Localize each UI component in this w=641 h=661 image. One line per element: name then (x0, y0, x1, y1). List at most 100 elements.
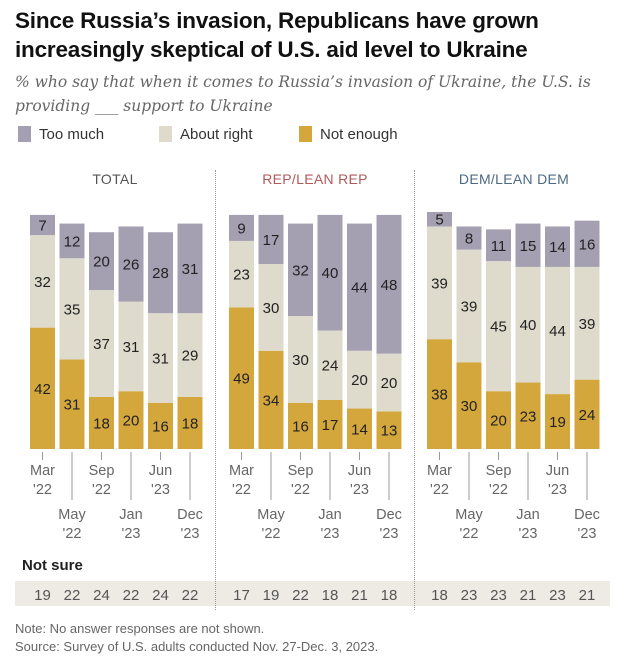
not-sure-value: 18 (322, 587, 339, 604)
x-tick-label-month: May (257, 507, 285, 523)
data-label: 20 (351, 372, 368, 389)
not-sure-label: Not sure (22, 557, 83, 574)
data-label: 30 (292, 352, 309, 369)
data-label: 49 (233, 371, 250, 388)
x-tick-label-month: Dec (574, 507, 600, 523)
data-label: 42 (34, 381, 51, 398)
bar-segment-too-much (59, 223, 85, 259)
x-tick-label-month: Jan (318, 507, 341, 523)
data-label: 11 (491, 238, 507, 255)
data-label: 8 (465, 231, 473, 248)
bar-segment-about-right (148, 313, 173, 403)
data-label: 32 (34, 274, 51, 291)
data-label: 44 (549, 323, 566, 340)
x-tick-label-month: Mar (30, 463, 55, 479)
bar-segment-not-enough (30, 327, 55, 449)
bar-segment-about-right (545, 266, 570, 395)
bar-segment-not-enough (59, 359, 85, 449)
legend-swatch-too-much (18, 126, 31, 142)
x-tick-label-year: '23 (548, 482, 567, 498)
data-label: 24 (322, 358, 339, 375)
bar-segment-about-right (486, 261, 511, 392)
not-sure-value: 18 (381, 587, 398, 604)
data-label: 37 (93, 336, 110, 353)
legend-label: Too much (39, 126, 105, 143)
data-label: 40 (322, 265, 339, 282)
data-label: 5 (435, 212, 443, 229)
not-sure-value: 17 (233, 587, 250, 604)
legend-item-too-much: Too much (18, 126, 104, 143)
bar-segment-not-enough (317, 399, 343, 449)
legend-item-not-enough: Not enough (299, 126, 398, 143)
data-label: 16 (292, 418, 309, 435)
x-tick-label-year: '23 (350, 482, 369, 498)
bar-segment-not-enough (515, 382, 541, 449)
x-tick-label-year: '22 (232, 482, 251, 498)
data-label: 45 (490, 319, 507, 336)
data-label: 12 (64, 233, 81, 250)
bar-segment-about-right (376, 353, 402, 412)
bar-segment-too-much (486, 229, 511, 262)
bar-segment-too-much (317, 214, 343, 331)
x-tick-label-year: '22 (33, 482, 52, 498)
bar-segment-too-much (148, 232, 173, 314)
bar-segment-not-enough (376, 411, 402, 449)
chart-title: Since Russia’s invasion, Republicans hav… (15, 8, 539, 62)
x-tick-label-month: Jan (516, 507, 539, 523)
data-label: 24 (579, 407, 596, 424)
bar-segment-about-right (30, 235, 55, 328)
data-label: 20 (123, 413, 140, 430)
data-label: 44 (351, 280, 368, 297)
not-sure-value: 19 (263, 587, 280, 604)
bar-segment-not-enough (456, 362, 482, 449)
not-sure-value: 23 (490, 587, 507, 604)
x-tick-label-month: Dec (376, 507, 402, 523)
x-tick-label-month: Dec (177, 507, 203, 523)
bar-segment-about-right (515, 266, 541, 383)
panel-title-total: TOTAL (92, 171, 138, 187)
data-label: 19 (549, 414, 566, 431)
bar-segment-too-much (515, 223, 541, 267)
x-tick-label-month: Sep (486, 463, 512, 479)
data-label: 30 (263, 300, 280, 317)
bar-segment-too-much (258, 214, 284, 265)
note-text: Note: No answer responses are not shown. (15, 621, 265, 636)
bar-segment-not-enough (288, 402, 313, 449)
data-label: 48 (381, 277, 398, 294)
bar-segment-not-enough (545, 394, 570, 449)
bar-segment-too-much (545, 226, 570, 267)
x-tick-label-month: Jun (546, 463, 569, 479)
not-sure-value: 23 (549, 587, 566, 604)
bar-segment-too-much (177, 223, 203, 314)
bar-segment-too-much (456, 226, 482, 250)
x-tick-label-year: '22 (430, 482, 449, 498)
x-tick-label-year: '22 (489, 482, 508, 498)
legend-label: Not enough (320, 126, 398, 143)
bar-segment-about-right (229, 240, 254, 308)
not-sure-value: 24 (93, 587, 110, 604)
x-tick-label-year: '23 (578, 526, 597, 542)
bar-segment-not-enough (177, 396, 203, 449)
x-tick-label-year: '23 (321, 526, 340, 542)
chart-subtitle: % who say that when it comes to Russia’s… (15, 73, 591, 115)
x-tick-label-month: Mar (427, 463, 452, 479)
data-label: 16 (579, 236, 596, 253)
bar-segment-about-right (427, 226, 452, 340)
data-label: 14 (351, 421, 368, 438)
data-label: 13 (381, 423, 398, 440)
bar-segment-about-right (258, 264, 284, 351)
bar-segment-about-right (317, 330, 343, 400)
bar-segment-not-enough (486, 391, 511, 449)
data-label: 18 (93, 415, 110, 432)
not-sure-value: 22 (292, 587, 309, 604)
not-sure-value: 23 (461, 587, 478, 604)
x-tick-label-month: Mar (229, 463, 254, 479)
bar-segment-too-much (118, 226, 144, 302)
data-label: 17 (263, 232, 280, 249)
bar-segment-not-enough (229, 307, 254, 449)
data-label: 20 (93, 254, 110, 271)
legend-swatch-not-enough (299, 126, 312, 142)
data-label: 18 (182, 415, 199, 432)
data-label: 17 (322, 417, 339, 434)
